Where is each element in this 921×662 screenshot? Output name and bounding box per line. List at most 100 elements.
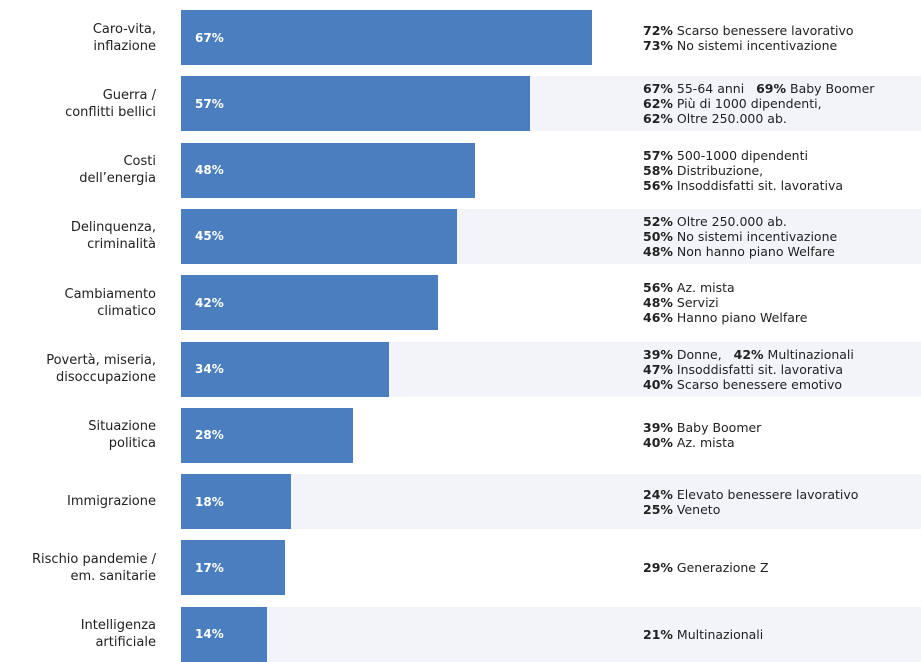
annotation-pct: 24% bbox=[643, 486, 673, 502]
annotation-text: Oltre 250.000 ab. bbox=[676, 213, 787, 229]
annotation-text: Scarso benessere emotivo bbox=[676, 376, 843, 392]
annotation-pct: 42% bbox=[733, 346, 764, 362]
annotation-text: 55-64 anni bbox=[676, 81, 745, 97]
annotation-pct: 57% bbox=[643, 147, 673, 163]
annotation-pct: 21% bbox=[643, 626, 673, 642]
annotation-line: 50% No sistemi incentivazione bbox=[643, 229, 921, 244]
annotation-line: 57% 500-1000 dipendenti bbox=[643, 148, 921, 163]
value-label: 42% bbox=[195, 295, 224, 310]
annotation: 57% 500-1000 dipendenti 58% Distribuzione… bbox=[643, 143, 921, 198]
annotation-pct: 40% bbox=[643, 435, 673, 451]
annotation-text: Baby Boomer bbox=[676, 420, 762, 436]
annotation: 67% 55-64 anni 69% Baby Boomer 62% Più di… bbox=[643, 76, 921, 131]
annotation-text: Donne, bbox=[676, 346, 722, 362]
category-label: Intelligenza artificiale bbox=[80, 618, 156, 651]
bar bbox=[181, 341, 390, 397]
annotation-line: 24% Elevato benessere lavorativo bbox=[643, 487, 921, 502]
annotation-text: Generazione Z bbox=[676, 560, 769, 576]
annotation-line: 62% Più di 1000 dipendenti, bbox=[643, 96, 921, 111]
category-label: Delinquenza, criminalità bbox=[70, 220, 156, 253]
annotation-text: Multinazionali bbox=[676, 626, 764, 642]
annotation: 24% Elevato benessere lavorativo 25% Vene… bbox=[643, 474, 921, 529]
annotation-pct: 46% bbox=[643, 310, 673, 326]
annotation-text: No sistemi incentivazione bbox=[676, 228, 838, 244]
annotation-text: Non hanno piano Welfare bbox=[676, 243, 835, 259]
annotation-text: Hanno piano Welfare bbox=[676, 310, 808, 326]
annotation-pct: 48% bbox=[643, 295, 673, 311]
bar bbox=[181, 474, 292, 530]
annotation-pct: 69% bbox=[756, 81, 787, 97]
value-label: 28% bbox=[195, 428, 224, 443]
bar bbox=[181, 606, 267, 662]
bar bbox=[181, 275, 439, 331]
annotation-line: 40% Az. mista bbox=[643, 435, 921, 450]
annotation-line: 72% Scarso benessere lavorativo bbox=[643, 23, 921, 38]
annotation-text: Elevato benessere lavorativo bbox=[676, 486, 859, 502]
annotation: 72% Scarso benessere lavorativo 73% No si… bbox=[643, 10, 921, 65]
annotation-pct: 39% bbox=[643, 346, 673, 362]
annotation-pct: 62% bbox=[643, 111, 673, 127]
annotation-pct: 67% bbox=[643, 81, 673, 97]
annotation-line: 21% Multinazionali bbox=[643, 627, 921, 642]
annotation-pct: 25% bbox=[643, 501, 673, 517]
annotation: 21% Multinazionali bbox=[643, 607, 921, 662]
category-label: Guerra / conflitti bellici bbox=[65, 87, 156, 120]
value-label: 18% bbox=[195, 494, 224, 509]
value-label: 45% bbox=[195, 229, 224, 244]
value-label: 17% bbox=[195, 560, 224, 575]
annotation: 39% Baby Boomer 40% Az. mista bbox=[643, 408, 921, 463]
annotation-line: 56% Insoddisfatti sit. lavorativa bbox=[643, 178, 921, 193]
annotation-line: 39% Donne, 42% Multinazionali bbox=[643, 347, 921, 362]
row-band bbox=[181, 606, 921, 662]
annotation-pct: 48% bbox=[643, 243, 673, 259]
annotation-line: 29% Generazione Z bbox=[643, 560, 921, 575]
annotation-text: Oltre 250.000 ab. bbox=[676, 111, 787, 127]
annotation-line: 52% Oltre 250.000 ab. bbox=[643, 214, 921, 229]
annotation-text: Servizi bbox=[676, 295, 719, 311]
value-label: 14% bbox=[195, 627, 224, 642]
annotation-pct: 58% bbox=[643, 162, 673, 178]
annotation: 39% Donne, 42% Multinazionali 47% Insoddi… bbox=[643, 342, 921, 397]
annotation: 29% Generazione Z bbox=[643, 540, 921, 595]
annotation-pct: 56% bbox=[643, 280, 673, 296]
annotation-pct: 29% bbox=[643, 560, 673, 576]
bar bbox=[181, 407, 353, 463]
category-label: Caro-vita, inflazione bbox=[92, 21, 156, 54]
annotation-pct: 52% bbox=[643, 213, 673, 229]
row-band bbox=[181, 474, 921, 530]
annotation-pct: 50% bbox=[643, 228, 673, 244]
annotation-text: Multinazionali bbox=[767, 346, 854, 362]
annotation-line: 47% Insoddisfatti sit. lavorativa bbox=[643, 362, 921, 377]
bar bbox=[181, 208, 457, 264]
annotation-line: 67% 55-64 anni 69% Baby Boomer bbox=[643, 81, 921, 96]
category-label: Immigrazione bbox=[67, 494, 156, 510]
annotation-pct: 62% bbox=[643, 96, 673, 112]
category-label: Situazione politica bbox=[88, 419, 156, 452]
annotation: 52% Oltre 250.000 ab. 50% No sistemi ince… bbox=[643, 209, 921, 264]
annotation-pct: 72% bbox=[643, 22, 673, 38]
annotation-pct: 39% bbox=[643, 420, 673, 436]
annotation: 56% Az. mista 48% Servizi 46% Hanno piano … bbox=[643, 275, 921, 330]
annotation-line: 56% Az. mista bbox=[643, 280, 921, 295]
annotation-text: Veneto bbox=[676, 501, 721, 517]
annotation-line: 48% Servizi bbox=[643, 295, 921, 310]
annotation-pct: 40% bbox=[643, 376, 673, 392]
category-label: Cambiamento climatico bbox=[64, 286, 157, 319]
annotation-pct: 56% bbox=[643, 177, 673, 193]
value-label: 48% bbox=[195, 163, 224, 178]
annotation-text: Insoddisfatti sit. lavorativa bbox=[676, 361, 844, 377]
annotation-line: 48% Non hanno piano Welfare bbox=[643, 244, 921, 259]
bar bbox=[181, 142, 476, 198]
annotation-pct: 47% bbox=[643, 361, 673, 377]
category-label: Povertà, miseria, disoccupazione bbox=[46, 353, 156, 385]
value-label: 67% bbox=[195, 30, 224, 45]
annotation-text: No sistemi incentivazione bbox=[676, 37, 838, 53]
annotation-line: 73% No sistemi incentivazione bbox=[643, 38, 921, 53]
annotation-text: Distribuzione, bbox=[676, 162, 764, 178]
annotation-text: Scarso benessere lavorativo bbox=[676, 22, 854, 38]
category-label: Costi dell’energia bbox=[79, 154, 156, 187]
category-label: Rischio pandemie / em. sanitarie bbox=[32, 551, 156, 584]
bar bbox=[181, 540, 286, 596]
annotation-text: Baby Boomer bbox=[790, 81, 875, 97]
